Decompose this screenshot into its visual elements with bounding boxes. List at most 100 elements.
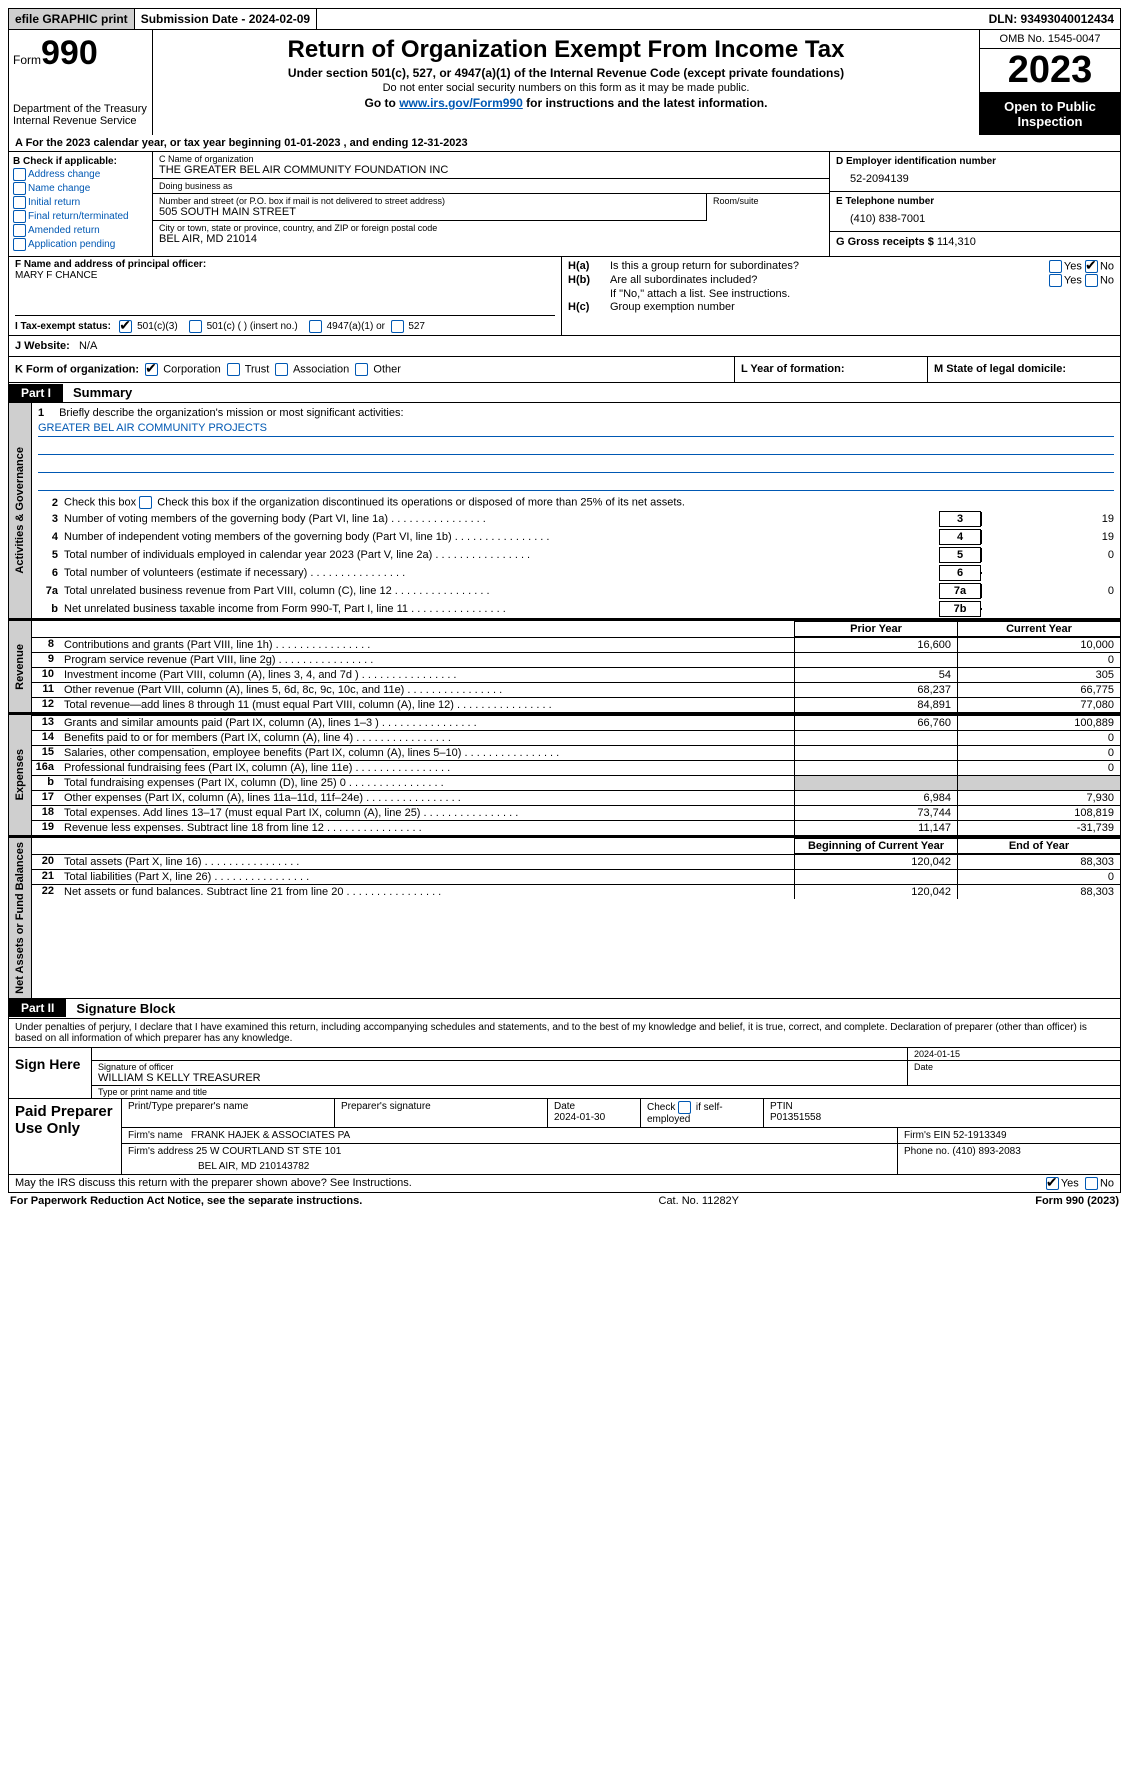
chk-final-return[interactable]: Final return/terminated [13, 210, 148, 223]
Hb-yes[interactable] [1049, 274, 1062, 287]
chk-amended-return[interactable]: Amended return [13, 224, 148, 237]
chk-501c3[interactable] [119, 320, 132, 333]
sign-date: 2024-01-15 [908, 1048, 1120, 1060]
page-footer: For Paperwork Reduction Act Notice, see … [8, 1193, 1121, 1209]
gov-row: 3Number of voting members of the governi… [32, 510, 1120, 528]
table-row: 20Total assets (Part X, line 16) 120,042… [32, 854, 1120, 869]
firm-addr2: BEL AIR, MD 210143782 [128, 1157, 891, 1172]
ein-value: 52-2094139 [836, 167, 1114, 187]
B-header: B Check if applicable: [13, 156, 148, 167]
ein-label: D Employer identification number [836, 156, 1114, 167]
net-header: Beginning of Current Year End of Year [32, 838, 1120, 854]
tax-year: 2023 [980, 49, 1120, 93]
section-B: B Check if applicable: Address change Na… [9, 152, 153, 256]
header-left: Form990 Department of the Treasury Inter… [9, 30, 153, 135]
table-row: 12Total revenue—add lines 8 through 11 (… [32, 697, 1120, 712]
discuss-row: May the IRS discuss this return with the… [8, 1175, 1121, 1193]
chk-assoc[interactable] [275, 363, 288, 376]
chk-other[interactable] [355, 363, 368, 376]
table-row: 14Benefits paid to or for members (Part … [32, 730, 1120, 745]
section-H: H(a) Is this a group return for subordin… [562, 257, 1120, 335]
chk-trust[interactable] [227, 363, 240, 376]
L-label: L Year of formation: [735, 357, 928, 382]
dept-treasury: Department of the Treasury [13, 103, 148, 115]
chk-address-change[interactable]: Address change [13, 168, 148, 181]
prep-date: 2024-01-30 [554, 1112, 605, 1123]
firm-name: FRANK HAJEK & ASSOCIATES PA [191, 1130, 350, 1141]
discuss-yes[interactable] [1046, 1177, 1059, 1190]
table-row: 16aProfessional fundraising fees (Part I… [32, 760, 1120, 775]
header-grid: B Check if applicable: Address change Na… [8, 152, 1121, 257]
cat-no: Cat. No. 11282Y [659, 1195, 740, 1207]
header-right: OMB No. 1545-0047 2023 Open to Public In… [979, 30, 1120, 135]
table-row: 18Total expenses. Add lines 13–17 (must … [32, 805, 1120, 820]
row-J: J Website: N/A [8, 336, 1121, 357]
chk-4947[interactable] [309, 320, 322, 333]
section-F: F Name and address of principal officer:… [9, 257, 562, 335]
subtitle-3: Go to www.irs.gov/Form990 for instructio… [161, 96, 971, 110]
gov-row: 6Total number of volunteers (estimate if… [32, 564, 1120, 582]
gov-row: 4Number of independent voting members of… [32, 528, 1120, 546]
submission-date: Submission Date - 2024-02-09 [135, 9, 317, 29]
mission-q: Briefly describe the organization's miss… [59, 407, 403, 419]
chk-self-employed[interactable] [678, 1101, 691, 1114]
J-label: J Website: [15, 340, 70, 352]
room-suite: Room/suite [707, 194, 829, 221]
gov-row: 7aTotal unrelated business revenue from … [32, 582, 1120, 600]
form-footer: Form 990 (2023) [1035, 1195, 1119, 1207]
table-row: 17Other expenses (Part IX, column (A), l… [32, 790, 1120, 805]
gov-row: 5Total number of individuals employed in… [32, 546, 1120, 564]
section-governance: Activities & Governance 1 Briefly descri… [8, 403, 1121, 619]
firm-addr1: 25 W COURTLAND ST STE 101 [196, 1146, 341, 1157]
discuss-no[interactable] [1085, 1177, 1098, 1190]
section-K: K Form of organization: Corporation Trus… [9, 357, 735, 382]
Hb-no[interactable] [1085, 274, 1098, 287]
Ha-no[interactable] [1085, 260, 1098, 273]
chk-initial-return[interactable]: Initial return [13, 196, 148, 209]
chk-501c[interactable] [189, 320, 202, 333]
F-label: F Name and address of principal officer: [15, 259, 555, 270]
form-prefix: Form [13, 53, 41, 67]
chk-discontinued[interactable] [139, 496, 152, 509]
city-value: BEL AIR, MD 21014 [159, 233, 823, 245]
signature-block: Under penalties of perjury, I declare th… [8, 1019, 1121, 1175]
gross-label: G Gross receipts $ [836, 236, 934, 248]
chk-corp[interactable] [145, 363, 158, 376]
M-label: M State of legal domicile: [928, 357, 1120, 382]
part2-label: Part II [9, 999, 66, 1017]
gov-row: bNet unrelated business taxable income f… [32, 600, 1120, 618]
open-public: Open to Public Inspection [980, 93, 1120, 135]
section-DEG: D Employer identification number 52-2094… [829, 152, 1120, 256]
Ha-yes[interactable] [1049, 260, 1062, 273]
phone-label: E Telephone number [836, 196, 1114, 207]
paperwork-notice: For Paperwork Reduction Act Notice, see … [10, 1195, 362, 1207]
dln: DLN: 93493040012434 [983, 9, 1120, 29]
chk-application-pending[interactable]: Application pending [13, 238, 148, 251]
addr-value: 505 SOUTH MAIN STREET [159, 206, 700, 218]
org-name-label: C Name of organization [159, 154, 823, 164]
irs-link[interactable]: www.irs.gov/Form990 [399, 96, 523, 110]
form-header: Form990 Department of the Treasury Inter… [8, 30, 1121, 135]
addr-label: Number and street (or P.O. box if mail i… [159, 196, 700, 206]
part1-label: Part I [9, 384, 63, 402]
part1-title: Summary [63, 383, 142, 402]
J-value: N/A [79, 340, 97, 352]
section-netassets: Net Assets or Fund Balances Beginning of… [8, 836, 1121, 999]
row-KLM: K Form of organization: Corporation Trus… [8, 357, 1121, 383]
table-row: 19Revenue less expenses. Subtract line 1… [32, 820, 1120, 835]
sidebar-netassets: Net Assets or Fund Balances [9, 838, 32, 998]
period-line: A For the 2023 calendar year, or tax yea… [8, 135, 1121, 152]
omb-number: OMB No. 1545-0047 [980, 30, 1120, 49]
section-revenue: Revenue Prior Year Current Year 8Contrib… [8, 619, 1121, 713]
table-row: 8Contributions and grants (Part VIII, li… [32, 637, 1120, 652]
table-row: 15Salaries, other compensation, employee… [32, 745, 1120, 760]
ptin: P01351558 [770, 1112, 821, 1123]
sign-here-label: Sign Here [9, 1048, 91, 1098]
part2-bar: Part II Signature Block [8, 999, 1121, 1019]
penalty-text: Under penalties of perjury, I declare th… [9, 1019, 1120, 1047]
chk-name-change[interactable]: Name change [13, 182, 148, 195]
subtitle-1: Under section 501(c), 527, or 4947(a)(1)… [161, 66, 971, 80]
chk-527[interactable] [391, 320, 404, 333]
table-row: 11Other revenue (Part VIII, column (A), … [32, 682, 1120, 697]
section-C: C Name of organization THE GREATER BEL A… [153, 152, 829, 256]
